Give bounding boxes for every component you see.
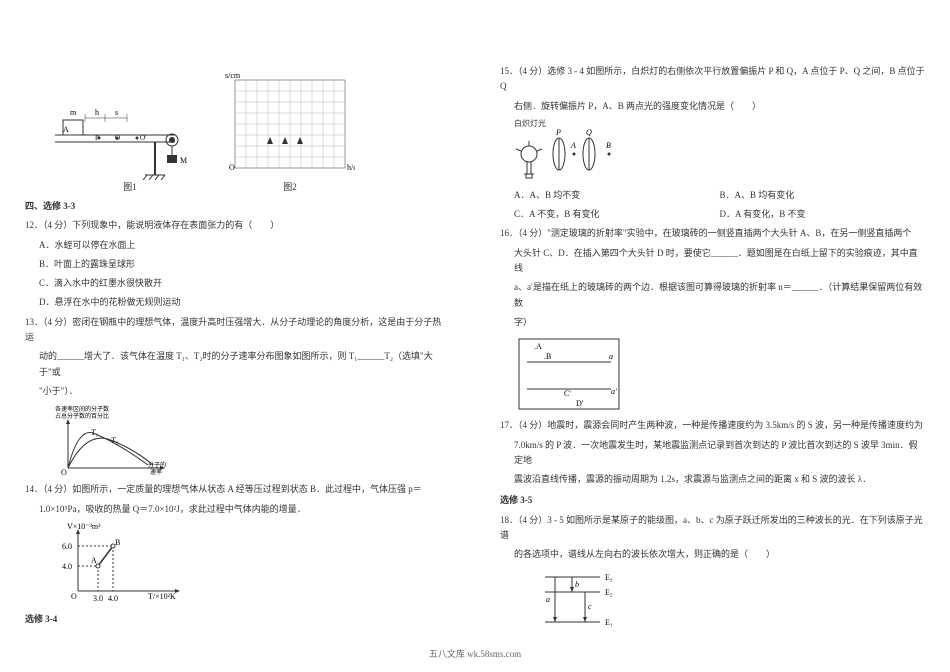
q15-stem-2: 右侧．旋转偏振片 P，A、B 两点光的强度变化情况是（ ） xyxy=(514,99,925,114)
svg-text:M: M xyxy=(180,156,187,165)
q12-opt-c: C．滴入水中的红墨水很快散开 xyxy=(39,276,450,291)
svg-text:E₁: E₁ xyxy=(605,618,613,627)
svg-text:A: A xyxy=(63,125,69,134)
section-4-title: 四、选修 3-3 xyxy=(25,199,450,214)
figure-2-grid: s/cm h/cm O xyxy=(225,70,355,180)
q16-stem-4: 字） xyxy=(514,315,925,330)
svg-text:C': C' xyxy=(564,389,571,398)
q15-light-label: 白炽灯光 xyxy=(514,118,925,129)
q16-stem-3: a、a′是描在纸上的玻璃砖的两个边．根据该图可算得玻璃的折射率 n＝______… xyxy=(514,280,925,311)
svg-text:a′: a′ xyxy=(611,387,617,396)
svg-text:.A: .A xyxy=(534,342,542,351)
svg-text:占总分子数的百分比: 占总分子数的百分比 xyxy=(55,412,109,420)
svg-text:m: m xyxy=(70,108,77,117)
q14-graph: V×10⁻³m³ A B 6.0 4.0 3.0 4.0 T/×10²K O xyxy=(53,521,203,606)
q12-opt-a: A．水蛭可以停在水面上 xyxy=(39,238,450,253)
svg-text:各速率区间的分子数: 各速率区间的分子数 xyxy=(55,405,109,413)
svg-text:T₁: T₁ xyxy=(91,428,98,437)
q16-stem-2: 大头针 C、D．在插入第四个大头针 D 时，要使它______．题如图是在白纸上… xyxy=(514,246,925,277)
q15-stem-1: 15．（4 分）选修 3 - 4 如图所示，白炽灯的右侧依次平行放置偏振片 P … xyxy=(500,64,925,95)
svg-text:A: A xyxy=(91,556,97,565)
svg-text:c: c xyxy=(588,602,592,611)
svg-text:Q: Q xyxy=(586,129,592,137)
svg-text:a: a xyxy=(546,595,550,604)
q14-stem-2: 1.0×10⁵Pa，吸收的热量 Q＝7.0×10²J，求此过程中气体内能的增量． xyxy=(39,502,450,517)
q13-stem-2: 动的______增大了．该气体在温度 T₁、T₂时的分子速率分布图象如图所示，则… xyxy=(39,349,450,380)
svg-text:a: a xyxy=(609,352,613,361)
svg-text:P: P xyxy=(555,129,561,137)
svg-text:O: O xyxy=(71,592,77,601)
page-footer: 五八文库 wk.58sms.com xyxy=(0,647,950,660)
svg-text:O: O xyxy=(229,163,235,172)
q15-opt-a: A．A、B 均不变 xyxy=(514,188,720,203)
svg-text:A: A xyxy=(570,141,576,150)
q17-stem-3: 震波沿直线传播，震源的振动周期为 1.2s，求震源与监测点之间的距离 x 和 S… xyxy=(514,472,925,487)
section-35: 选修 3-5 xyxy=(500,493,925,508)
svg-text:T/×10²K: T/×10²K xyxy=(148,592,176,601)
svg-text:.B: .B xyxy=(544,352,551,361)
svg-text:速率: 速率 xyxy=(150,468,162,476)
svg-text:V×10⁻³m³: V×10⁻³m³ xyxy=(67,522,101,531)
left-column: m h s A P O O' M xyxy=(0,0,475,672)
svg-text:b: b xyxy=(575,580,579,589)
svg-text:O': O' xyxy=(140,134,146,142)
right-column: 15．（4 分）选修 3 - 4 如图所示，白炽灯的右侧依次平行放置偏振片 P … xyxy=(475,0,950,672)
svg-text:B: B xyxy=(115,538,120,547)
svg-text:4.0: 4.0 xyxy=(62,562,72,571)
q16-stem-1: 16．（4 分）"测定玻璃的折射率"实验中，在玻璃砖的一侧竖直插两个大头针 A、… xyxy=(500,226,925,241)
q13-graph: 各速率区间的分子数 占总分子数的百分比 T₁ T₂ O 分子的 速率 xyxy=(53,403,183,478)
svg-text:6.0: 6.0 xyxy=(62,542,72,551)
figure-1: m h s A P O O' M xyxy=(55,100,205,180)
q18-stem-1: 18．（4 分）3 - 5 如图所示是某原子的能级图，a、b、c 为原子跃迁所发… xyxy=(500,513,925,544)
q15-options-row1: A．A、B 均不变 B．A、B 均有变化 xyxy=(514,188,925,203)
fig2-x-axis: h/cm xyxy=(347,163,355,172)
q13-stem-3: "小于"）． xyxy=(39,384,450,399)
figures-row: m h s A P O O' M xyxy=(25,70,450,193)
q14-stem-1: 14．（4 分）如图所示，一定质量的理想气体从状态 A 经等压过程到状态 B．此… xyxy=(25,482,450,497)
q15-figure: P A Q B xyxy=(514,129,634,184)
q15-opt-b: B．A、B 均有变化 xyxy=(720,188,926,203)
q16-figure: .A .B a a′ C' D' xyxy=(514,334,624,414)
q13-stem-1: 13．（4 分）密闭在钢瓶中的理想气体，温度升高时压强增大．从分子动理论的角度分… xyxy=(25,315,450,346)
section-34: 选修 3-4 xyxy=(25,612,450,627)
svg-text:D': D' xyxy=(576,399,584,408)
q15-opt-d: D．A 有变化，B 不变 xyxy=(720,207,926,222)
svg-text:分子的: 分子的 xyxy=(148,461,166,469)
q12-opt-b: B．叶面上的露珠呈球形 xyxy=(39,257,450,272)
svg-text:E₃: E₃ xyxy=(605,573,613,582)
svg-text:T₂: T₂ xyxy=(111,436,118,445)
q17-stem-2: 7.0km/s 的 P 波．一次地震发生时，某地震监测点记录到首次到达的 P 波… xyxy=(514,438,925,469)
fig2-y-axis: s/cm xyxy=(225,71,241,80)
fig1-label: 图1 xyxy=(55,180,205,193)
q15-opt-c: C．A 不变，B 有变化 xyxy=(514,207,720,222)
svg-text:4.0: 4.0 xyxy=(108,594,118,603)
svg-text:O: O xyxy=(61,468,67,477)
svg-text:3.0: 3.0 xyxy=(93,594,103,603)
q18-energy-diagram: E₃ E₂ E₁ a b c xyxy=(520,567,630,632)
q17-stem-1: 17．（4 分）地震时，震源会同时产生两种波，一种是传播速度约为 3.5km/s… xyxy=(500,418,925,433)
fig2-label: 图2 xyxy=(225,180,355,193)
svg-text:E₂: E₂ xyxy=(605,588,613,597)
q12-stem: 12．（4 分）下列现象中，能说明液体存在表面张力的有（ ） xyxy=(25,218,450,233)
svg-text:h: h xyxy=(95,108,99,117)
svg-text:B: B xyxy=(606,141,611,150)
q18-stem-2: 的各选项中，谱线从左向右的波长依次增大，则正确的是（ ） xyxy=(514,547,925,562)
q15-options-row2: C．A 不变，B 有变化 D．A 有变化，B 不变 xyxy=(514,207,925,222)
q12-opt-d: D．悬浮在水中的花粉做无规则运动 xyxy=(39,295,450,310)
svg-text:s: s xyxy=(115,108,118,117)
